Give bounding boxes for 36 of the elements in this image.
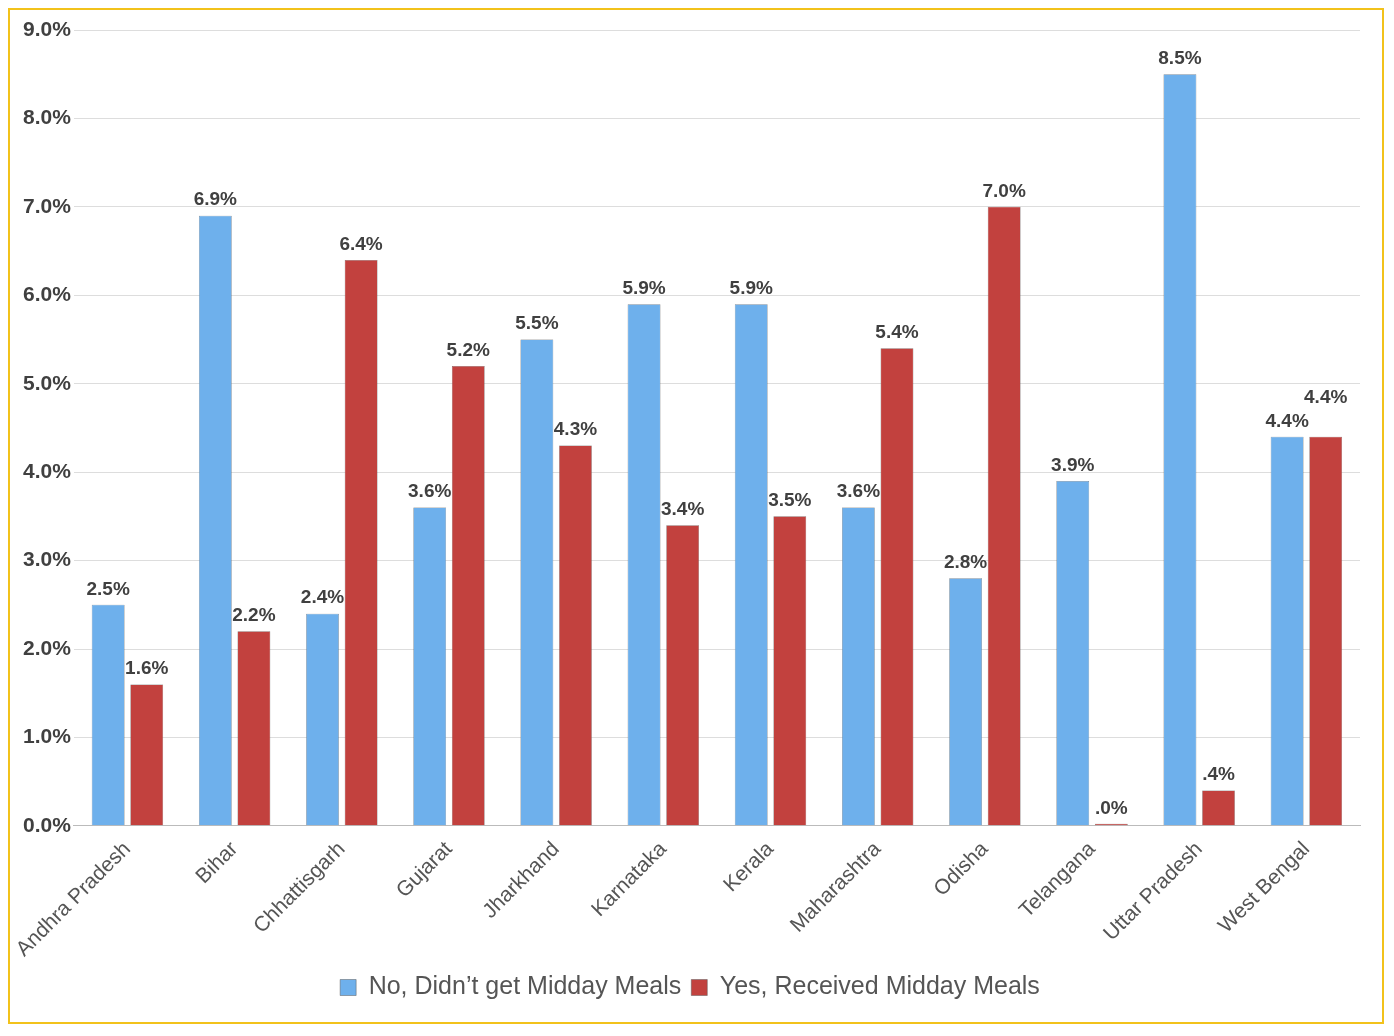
data-label: 2.2%: [232, 604, 276, 626]
y-tick-label: 7.0%: [22, 193, 72, 217]
data-label: 5.5%: [515, 312, 559, 334]
data-label: 2.4%: [300, 586, 345, 608]
y-tick-label: 9.0%: [22, 16, 72, 40]
data-label: 5.4%: [875, 321, 919, 343]
data-label: 1.6%: [125, 657, 169, 679]
y-tick-label: 2.0%: [22, 635, 72, 659]
y-tick-label: 5.0%: [22, 370, 72, 394]
legend-label: Yes, Received Midday Meals: [719, 971, 1040, 1000]
data-label: 3.9%: [1051, 453, 1095, 475]
data-label: 3.6%: [836, 480, 881, 502]
data-label: 2.8%: [943, 551, 988, 572]
data-label: .4%: [1202, 763, 1235, 785]
data-label: 6.9%: [193, 188, 238, 210]
y-tick-label: 1.0%: [22, 724, 72, 748]
data-label: 7.0%: [982, 179, 1026, 201]
data-label: 3.4%: [660, 497, 705, 519]
data-label: 5.9%: [729, 276, 773, 298]
data-label: 4.4%: [1265, 409, 1309, 431]
y-tick-label: 0.0%: [22, 812, 72, 836]
data-label: 4.3%: [553, 418, 598, 440]
y-tick-label: 6.0%: [22, 282, 72, 306]
y-tick-label: 8.0%: [22, 105, 72, 129]
data-label: 3.5%: [768, 489, 812, 511]
y-tick-label: 4.0%: [22, 458, 72, 482]
data-label: 6.4%: [339, 232, 383, 254]
data-label: 5.2%: [446, 338, 491, 360]
data-label: 8.5%: [1158, 46, 1202, 68]
data-label: 5.9%: [622, 276, 666, 298]
data-label: 3.6%: [408, 480, 452, 502]
y-tick-label: 3.0%: [22, 547, 72, 571]
data-label: 4.4%: [1304, 385, 1348, 407]
data-label: .0%: [1094, 796, 1128, 818]
data-label: 2.5%: [86, 577, 130, 599]
legend-label: No, Didn’t get Midday Meals: [368, 971, 682, 1000]
